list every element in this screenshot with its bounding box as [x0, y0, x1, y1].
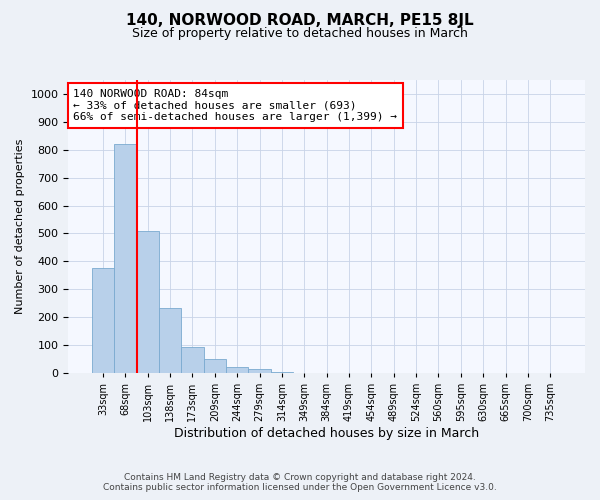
Text: Contains public sector information licensed under the Open Government Licence v3: Contains public sector information licen…	[103, 484, 497, 492]
Bar	[159, 308, 181, 373]
X-axis label: Distribution of detached houses by size in March: Distribution of detached houses by size …	[174, 427, 479, 440]
Text: Contains HM Land Registry data © Crown copyright and database right 2024.: Contains HM Land Registry data © Crown c…	[124, 472, 476, 482]
Text: Size of property relative to detached houses in March: Size of property relative to detached ho…	[132, 28, 468, 40]
Text: 140 NORWOOD ROAD: 84sqm
← 33% of detached houses are smaller (693)
66% of semi-d: 140 NORWOOD ROAD: 84sqm ← 33% of detache…	[73, 89, 397, 122]
Bar	[203, 358, 226, 373]
Bar	[271, 372, 293, 373]
Bar	[226, 367, 248, 373]
Bar	[181, 347, 203, 373]
Bar	[137, 230, 159, 373]
Bar	[248, 369, 271, 373]
Text: 140, NORWOOD ROAD, MARCH, PE15 8JL: 140, NORWOOD ROAD, MARCH, PE15 8JL	[126, 12, 474, 28]
Bar	[92, 268, 114, 373]
Bar	[114, 144, 137, 373]
Y-axis label: Number of detached properties: Number of detached properties	[15, 139, 25, 314]
